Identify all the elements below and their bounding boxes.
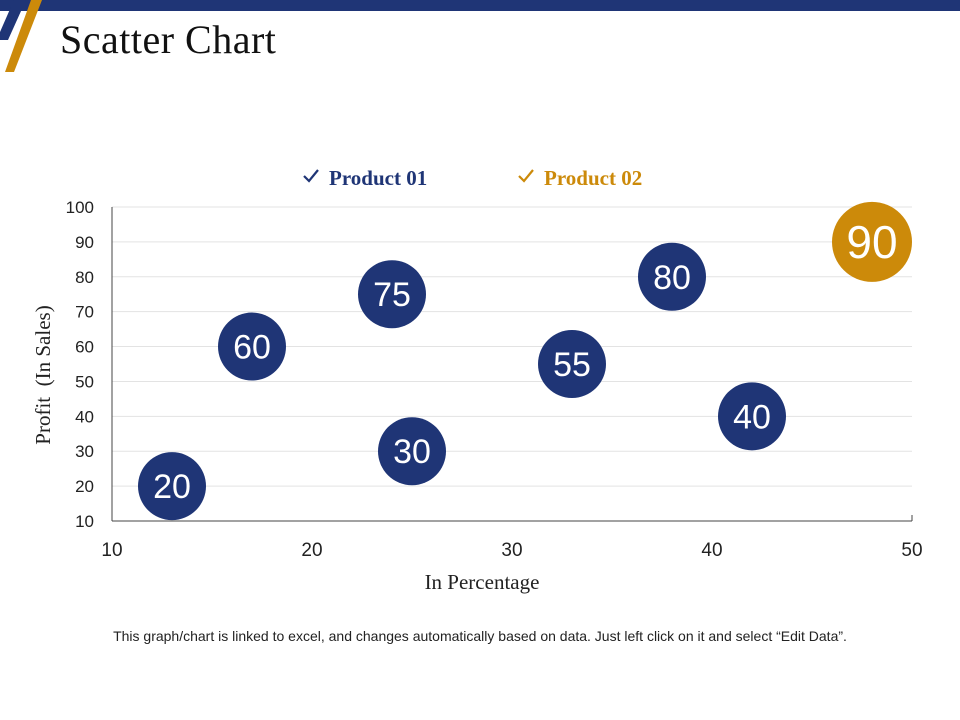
page-title: Scatter Chart xyxy=(60,17,277,62)
bubble[interactable] xyxy=(138,452,206,521)
bubble-value-label: 75 xyxy=(373,276,411,314)
decorative-stripes xyxy=(0,0,42,72)
bubble-value-label: 20 xyxy=(153,468,191,506)
x-axis-label: In Percentage xyxy=(425,570,540,594)
x-tick-label: 20 xyxy=(301,540,322,561)
decorative-stripe-gold xyxy=(5,0,42,72)
bubble[interactable] xyxy=(358,260,426,329)
legend-item-product-02[interactable]: Product 02 xyxy=(518,166,642,190)
bubble[interactable] xyxy=(378,417,446,486)
y-tick-label: 30 xyxy=(75,442,94,461)
check-icon xyxy=(303,169,319,183)
data-points[interactable]: 20 60 75 30 55 80 40 90 xyxy=(138,201,912,521)
bubble-value-label: 55 xyxy=(553,346,591,384)
bubble[interactable] xyxy=(538,330,606,398)
x-tick-label: 40 xyxy=(701,540,722,561)
legend-label-product-02: Product 02 xyxy=(544,166,642,190)
axes xyxy=(111,207,913,522)
bubble-value-label: 40 xyxy=(733,398,771,436)
legend: Product 01 Product 02 xyxy=(303,166,642,190)
bubble[interactable] xyxy=(832,201,912,282)
y-tick-label: 10 xyxy=(75,512,94,531)
data-point-product-01[interactable]: 60 xyxy=(218,312,286,381)
scatter-chart[interactable]: 10 20 30 40 50 60 70 80 90 100 10 20 30 40 50 20 60 75 30… xyxy=(0,0,960,620)
legend-item-product-01[interactable]: Product 01 xyxy=(303,166,427,190)
bubble-value-label: 30 xyxy=(393,433,431,471)
y-tick-label: 90 xyxy=(75,233,94,252)
decorative-stripe-blue xyxy=(0,0,26,40)
legend-label-product-01: Product 01 xyxy=(329,166,427,190)
bubble[interactable] xyxy=(718,382,786,451)
y-tick-label: 70 xyxy=(75,303,94,322)
y-tick-label: 40 xyxy=(75,407,94,426)
y-tick-label: 20 xyxy=(75,477,94,496)
data-point-product-01[interactable]: 40 xyxy=(718,382,786,451)
bubble[interactable] xyxy=(218,312,286,381)
bubble-value-label: 90 xyxy=(846,216,897,268)
top-banner-bar xyxy=(0,0,960,11)
tick-labels: 10 20 30 40 50 60 70 80 90 100 10 20 30 40 50 xyxy=(66,198,923,561)
bubble[interactable] xyxy=(638,242,706,311)
check-icon xyxy=(518,169,534,183)
y-tick-label: 80 xyxy=(75,268,94,287)
x-tick-label: 30 xyxy=(501,540,522,561)
data-point-product-01[interactable]: 55 xyxy=(538,330,606,398)
x-tick-label: 50 xyxy=(901,540,922,561)
footnote: This graph/chart is linked to excel, and… xyxy=(113,628,847,644)
grid-lines xyxy=(112,206,912,487)
y-axis-label: Profit (In Sales) xyxy=(31,305,55,444)
bubble-value-label: 60 xyxy=(233,329,271,367)
data-point-product-01[interactable]: 30 xyxy=(378,417,446,486)
y-tick-label: 60 xyxy=(75,338,94,357)
y-tick-label: 100 xyxy=(66,198,94,217)
bubble-value-label: 80 xyxy=(653,259,691,297)
data-point-product-01[interactable]: 75 xyxy=(358,260,426,329)
data-point-product-01[interactable]: 80 xyxy=(638,242,706,311)
x-tick-label: 10 xyxy=(101,540,122,561)
data-point-product-02[interactable]: 90 xyxy=(832,201,912,282)
data-point-product-01[interactable]: 20 xyxy=(138,452,206,521)
y-tick-label: 50 xyxy=(75,372,94,391)
